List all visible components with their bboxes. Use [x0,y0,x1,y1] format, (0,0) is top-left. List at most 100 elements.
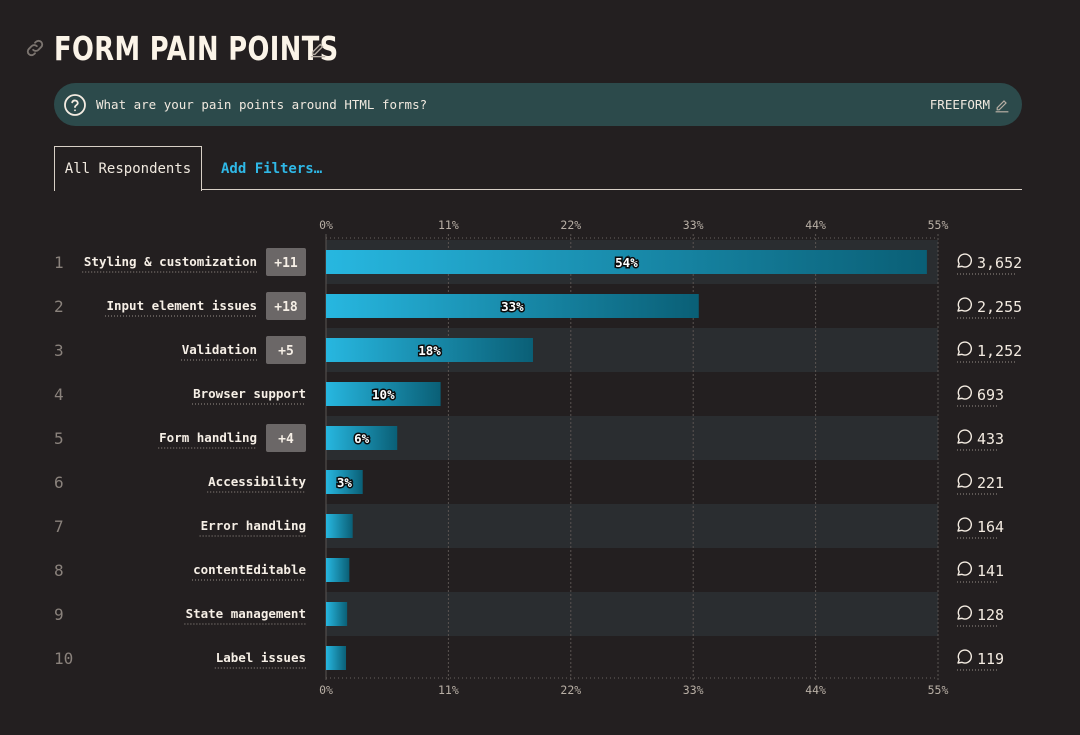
row-band [326,416,938,460]
edit-title-icon[interactable] [309,40,327,58]
response-count: 141 [977,562,1004,580]
bar-value-label: 6% [354,431,370,446]
extra-badge-label: +11 [274,256,298,271]
x-tick-label-top: 0% [319,218,333,232]
comment-icon [957,341,972,356]
response-count: 3,652 [977,254,1022,272]
x-tick-label-bottom: 11% [438,683,459,697]
question-type[interactable]: FREEFORM [930,83,1010,126]
rank-number: 9 [54,605,64,624]
extra-badge-label: +5 [278,344,294,359]
bar[interactable] [326,426,398,450]
add-filters-link[interactable]: Add Filters… [221,160,323,177]
bar[interactable] [326,338,533,362]
bar-value-label: 33% [501,299,524,314]
comment-count[interactable]: 119 [957,649,1004,671]
rank-number: 3 [54,341,64,360]
response-count: 221 [977,474,1004,492]
x-tick-label-bottom: 44% [805,683,826,697]
bar[interactable] [326,294,699,318]
x-tick-label-top: 55% [928,218,949,232]
comment-count[interactable]: 141 [957,561,1004,583]
comment-count[interactable]: 221 [957,473,1004,495]
response-count: 1,252 [977,342,1022,360]
tab-all-respondents[interactable]: All Respondents [54,146,202,191]
rank-number: 6 [54,473,64,492]
response-count: 128 [977,606,1004,624]
comment-icon [957,429,972,444]
comment-icon [957,517,972,532]
title-row: FORM PAIN POINTS [24,28,419,68]
response-count: 693 [977,386,1004,404]
category-label[interactable]: Accessibility [208,474,306,489]
response-count: 2,255 [977,298,1022,316]
bar[interactable] [326,470,363,494]
bar[interactable] [326,602,348,626]
question-type-label: FREEFORM [929,97,990,112]
x-tick-label-bottom: 55% [928,683,949,697]
category-label[interactable]: Input element issues [106,298,257,313]
page-title: FORM PAIN POINTS [54,28,339,68]
rank-number: 1 [54,253,64,272]
comment-count[interactable]: 2,255 [957,297,1022,319]
category-label[interactable]: Validation [182,342,257,357]
comment-count[interactable]: 128 [957,605,1004,627]
bar-value-label: 54% [615,255,638,270]
question-icon [64,93,86,116]
category-label[interactable]: contentEditable [193,562,306,577]
bar[interactable] [326,250,927,274]
category-label[interactable]: Form handling [159,430,257,445]
category-label[interactable]: Error handling [201,518,306,533]
x-tick-label-top: 11% [438,218,459,232]
comment-count[interactable]: 1,252 [957,341,1022,363]
rank-number: 4 [54,385,64,404]
bar-value-label: 10% [372,387,395,402]
extra-badge-label: +18 [274,300,298,315]
extra-badge[interactable] [266,292,306,320]
bar-value-label: 3% [337,475,353,490]
category-label[interactable]: Browser support [193,386,306,401]
comment-count[interactable]: 693 [957,385,1004,407]
row-band [326,592,938,636]
question-text: What are your pain points around HTML fo… [96,97,428,112]
comment-icon [957,297,972,312]
x-tick-label-bottom: 0% [319,683,333,697]
comment-count[interactable]: 164 [957,517,1004,539]
bar-chart: 0%0%11%11%22%22%33%33%44%44%55%55% 54%33… [54,218,1022,697]
category-label[interactable]: Label issues [216,650,306,665]
response-count: 164 [977,518,1004,536]
comment-count[interactable]: 3,652 [957,253,1022,275]
extra-badge[interactable] [266,424,306,452]
bar[interactable] [326,558,350,582]
response-count: 119 [977,650,1004,668]
bar[interactable] [326,382,441,406]
comment-count[interactable]: 433 [957,429,1004,451]
rank-number: 7 [54,517,64,536]
category-label[interactable]: Styling & customization [84,254,257,269]
x-tick-label-top: 33% [683,218,704,232]
bar[interactable] [326,514,353,538]
extra-badge[interactable] [266,336,306,364]
link-icon[interactable] [24,37,46,59]
rank-number: 10 [54,649,73,668]
comment-icon [957,649,972,664]
comment-icon [957,473,972,488]
comment-icon [957,253,972,268]
category-label[interactable]: State management [186,606,306,621]
response-count: 433 [977,430,1004,448]
bar[interactable] [326,646,347,670]
x-tick-label-top: 44% [805,218,826,232]
comment-icon [957,385,972,400]
filter-tabs: All Respondents Add Filters… [54,145,1022,191]
edit-question-icon[interactable] [994,97,1010,113]
rank-number: 5 [54,429,64,448]
question-bar: What are your pain points around HTML fo… [54,83,1022,126]
x-tick-label-top: 22% [560,218,581,232]
extra-badge-label: +4 [278,432,294,447]
comment-icon [957,561,972,576]
x-tick-label-bottom: 33% [683,683,704,697]
extra-badge[interactable] [266,248,306,276]
x-tick-label-bottom: 22% [560,683,581,697]
row-band [326,504,938,548]
bar-value-label: 18% [418,343,441,358]
